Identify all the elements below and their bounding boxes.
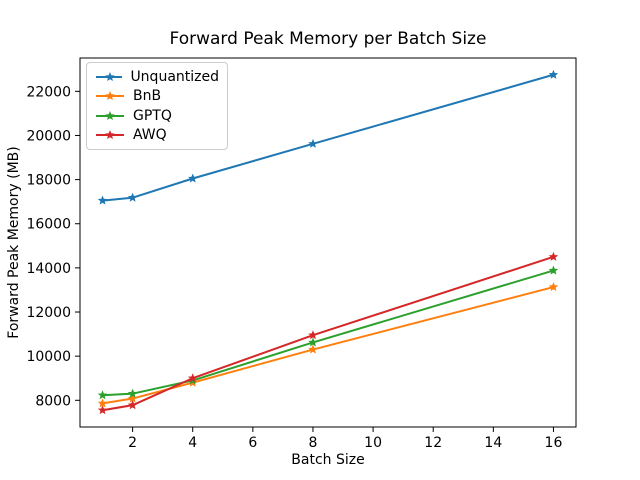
legend-label-awq: AWQ [133,127,167,144]
legend-item-awq: AWQ [95,126,219,145]
y-tick-label: 22000 [26,84,71,100]
x-tick-label: 12 [424,435,442,451]
y-tick-label: 20000 [26,128,71,144]
legend-label-bnb: BnB [133,88,162,105]
x-tick-label: 14 [484,435,502,451]
series-marker-bnb [548,282,559,292]
series-marker-bnb [97,398,108,408]
series-marker-gptq [127,388,138,398]
series-marker-unquantized [308,138,318,148]
x-tick-label: 8 [309,435,318,451]
legend-item-gptq: GPTQ [95,106,219,125]
y-tick-label: 16000 [26,217,71,233]
series-marker-awq [97,405,108,415]
series-marker-gptq [548,265,559,275]
x-tick-label: 4 [188,435,197,451]
legend-marker-unquantized [96,71,123,81]
chart-legend: Unquantized BnB GPTQ AWQ [86,62,228,150]
series-marker-gptq [308,337,318,347]
series-marker-awq [548,251,559,261]
x-tick-label: 16 [545,435,563,451]
series-marker-awq [127,400,138,410]
chart-title: Forward Peak Memory per Batch Size [170,29,487,49]
y-tick-label: 18000 [26,173,71,189]
x-axis-label: Batch Size [291,452,364,468]
legend-marker-gptq [96,110,124,120]
x-tick-label: 6 [248,435,257,451]
legend-star-icon [105,130,115,140]
y-tick-label: 12000 [26,305,71,321]
y-tick-label: 14000 [26,261,71,277]
legend-star-icon [105,91,115,101]
legend-star-icon [105,71,115,81]
x-tick-label: 10 [364,435,382,451]
series-marker-unquantized [97,195,108,205]
series-line-gptq [101,269,555,397]
x-tick-label: 2 [128,435,137,451]
series-marker-bnb [308,344,318,354]
series-marker-bnb [127,393,138,403]
series-marker-awq [187,373,198,383]
y-tick-label: 10000 [26,349,71,365]
series-marker-gptq [97,390,108,400]
series-marker-awq [308,330,318,340]
series-marker-unquantized [548,69,559,79]
series-marker-unquantized [187,173,198,183]
legend-item-bnb: BnB [95,87,219,106]
y-tick-label: 8000 [35,393,71,409]
series-line-awq [101,255,555,412]
legend-item-unquantized: Unquantized [95,67,219,86]
legend-star-icon [105,110,115,120]
plot-area-frame [79,57,577,428]
legend-label-gptq: GPTQ [133,107,172,124]
legend-marker-bnb [96,91,124,101]
plot-content: 2 4 6 8 10 12 14 16 8000 10000 12000 14000 16000 1800… [26,69,563,451]
legend-label-unquantized: Unquantized [130,68,219,85]
series-marker-unquantized [127,192,138,202]
legend-marker-awq [96,130,124,140]
y-axis-label: Forward Peak Memory (MB) [6,146,22,338]
